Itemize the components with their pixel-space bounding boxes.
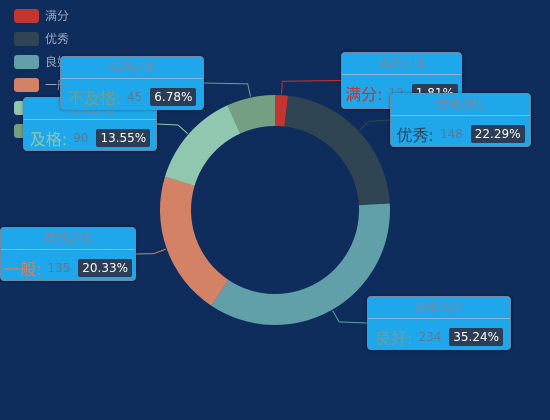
callout-value: 135 — [47, 260, 71, 275]
donut-slice-4[interactable] — [164, 105, 241, 186]
slice-callout-2: 成绩占比良好: 234 35.24% — [367, 296, 511, 350]
callout-percent-badge: 13.55% — [96, 128, 151, 147]
callout-title: 成绩占比 — [368, 297, 510, 319]
callout-value: 234 — [418, 329, 442, 344]
donut-slice-5[interactable] — [227, 95, 275, 134]
callout-percent-badge: 35.24% — [449, 327, 504, 346]
donut-slice-1[interactable] — [284, 95, 390, 206]
callout-body: 不及格: 45 6.78% — [61, 79, 203, 114]
leader-line-3 — [135, 248, 167, 255]
callout-value: 90 — [73, 130, 89, 145]
callout-body: 良好: 234 35.24% — [368, 319, 510, 354]
callout-percent-badge: 20.33% — [78, 258, 133, 277]
callout-body: 优秀: 148 22.29% — [391, 116, 530, 151]
slice-callout-5: 成绩占比不及格: 45 6.78% — [60, 56, 204, 110]
callout-category: 良好: — [374, 328, 413, 348]
callout-title: 成绩占比 — [342, 53, 461, 75]
donut-slice-0[interactable] — [275, 95, 289, 127]
callout-percent-badge: 22.29% — [470, 124, 525, 143]
leader-line-5 — [203, 82, 251, 97]
donut-slice-3[interactable] — [159, 176, 229, 306]
legend-label: 优秀 — [45, 32, 70, 46]
callout-category: 不及格: — [67, 88, 121, 108]
callout-value: 45 — [127, 89, 143, 104]
callout-title: 成绩占比 — [61, 57, 203, 79]
callout-category: 一般: — [3, 259, 42, 279]
donut-slice-2[interactable] — [211, 203, 391, 325]
slice-callout-3: 成绩占比一般: 135 20.33% — [0, 227, 136, 281]
callout-category: 满分: — [345, 84, 383, 104]
legend-item-1[interactable]: 优秀 — [14, 27, 81, 50]
legend-label: 满分 — [45, 9, 70, 23]
legend-swatch — [14, 54, 39, 69]
slice-callout-1: 成绩占比优秀: 148 22.29% — [390, 93, 531, 147]
callout-body: 及格: 90 13.55% — [24, 120, 156, 155]
leader-line-2 — [332, 310, 368, 324]
legend-swatch — [14, 8, 39, 23]
legend-swatch — [14, 77, 39, 92]
legend-item-0[interactable]: 满分 — [14, 4, 81, 27]
callout-body: 一般: 135 20.33% — [1, 250, 135, 285]
callout-percent-badge: 6.78% — [150, 87, 197, 106]
callout-title: 成绩占比 — [391, 94, 530, 116]
callout-category: 优秀: — [396, 125, 434, 145]
callout-category: 及格: — [29, 129, 68, 149]
leader-line-1 — [358, 119, 391, 131]
legend-swatch — [14, 31, 39, 46]
leader-line-0 — [281, 80, 342, 95]
leader-line-4 — [156, 123, 189, 134]
callout-title: 成绩占比 — [1, 228, 135, 250]
callout-value: 148 — [439, 126, 463, 141]
